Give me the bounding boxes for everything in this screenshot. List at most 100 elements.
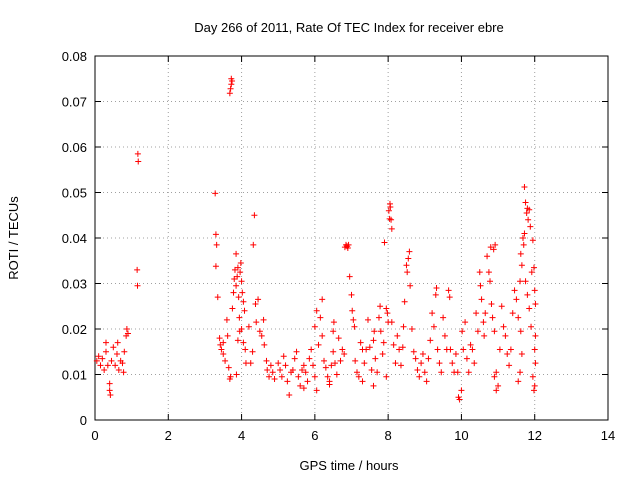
y-tick-label: 0.02 [62, 322, 87, 337]
data-point [372, 355, 379, 362]
data-point [394, 332, 401, 339]
data-point [386, 215, 393, 222]
data-point [406, 248, 413, 255]
data-point [330, 328, 337, 335]
data-point [280, 353, 287, 360]
data-point [275, 360, 282, 367]
data-point [313, 387, 320, 394]
data-point [234, 264, 241, 271]
data-point [436, 360, 443, 367]
data-point [251, 212, 258, 219]
data-point [104, 362, 111, 369]
data-point [492, 241, 499, 248]
data-point [496, 346, 503, 353]
data-point [212, 263, 219, 270]
data-point [392, 360, 399, 367]
data-point [344, 245, 351, 252]
data-point [526, 305, 533, 312]
data-point [405, 255, 412, 262]
data-point [530, 264, 537, 271]
data-point [237, 260, 244, 267]
data-point [332, 360, 339, 367]
data-point [384, 310, 391, 317]
y-tick-label: 0.06 [62, 140, 87, 155]
data-point [223, 316, 230, 323]
data-point [311, 323, 318, 330]
y-axis-label: ROTI / TECUs [6, 196, 21, 280]
data-point [349, 307, 356, 314]
data-point [519, 235, 526, 241]
data-point [308, 346, 315, 353]
data-point [471, 360, 478, 367]
data-point [300, 362, 307, 369]
x-tick-label: 8 [385, 428, 392, 443]
data-point [302, 369, 309, 376]
data-point [462, 319, 469, 326]
data-point [319, 332, 326, 339]
data-point [532, 332, 539, 339]
data-point [517, 369, 524, 376]
data-point [490, 246, 497, 253]
data-point [271, 376, 278, 383]
x-tick-label: 2 [165, 428, 172, 443]
grid-lines [95, 56, 608, 420]
data-point [267, 362, 274, 369]
data-point [134, 150, 141, 157]
data-point [227, 373, 234, 380]
data-point [521, 184, 528, 191]
data-point [399, 344, 406, 351]
data-point [456, 396, 463, 403]
data-point [245, 323, 252, 330]
data-point [113, 351, 120, 358]
data-point [397, 362, 404, 369]
y-tick-label: 0.04 [62, 231, 87, 246]
data-point [403, 262, 410, 269]
data-point [240, 339, 247, 346]
data-point [531, 287, 538, 294]
data-point [460, 346, 467, 353]
data-point [513, 296, 520, 303]
data-point [236, 314, 243, 321]
data-point [291, 355, 298, 362]
data-point [102, 339, 109, 346]
data-point [381, 239, 388, 246]
x-tick-label: 14 [601, 428, 615, 443]
data-point [404, 269, 411, 276]
data-point [335, 335, 342, 342]
data-point [241, 307, 248, 314]
data-point [134, 282, 141, 289]
data-point [315, 341, 322, 348]
data-point [225, 364, 232, 371]
data-point [374, 369, 381, 376]
data-point [93, 357, 100, 364]
data-point [515, 314, 522, 321]
data-point [333, 371, 340, 378]
y-tick-label: 0.03 [62, 277, 87, 292]
data-point [229, 305, 236, 312]
data-point [523, 209, 530, 216]
data-point [350, 316, 357, 323]
data-point [377, 303, 384, 310]
data-point [364, 316, 371, 323]
data-point [458, 387, 465, 394]
data-point [238, 326, 245, 332]
data-point [238, 278, 245, 285]
data-point [531, 346, 538, 353]
data-point [95, 353, 102, 360]
data-point [361, 360, 368, 367]
data-point [260, 316, 267, 323]
data-point [339, 346, 346, 353]
data-point [429, 310, 436, 317]
data-point [504, 351, 511, 358]
data-point [313, 307, 320, 314]
data-point [124, 330, 131, 337]
data-point [106, 387, 113, 394]
data-point [269, 369, 276, 376]
data-point [328, 362, 335, 369]
data-point [237, 269, 244, 276]
data-point [230, 289, 237, 296]
data-point [522, 199, 529, 206]
data-point [224, 332, 231, 339]
data-point [500, 323, 507, 330]
data-point [278, 373, 285, 380]
